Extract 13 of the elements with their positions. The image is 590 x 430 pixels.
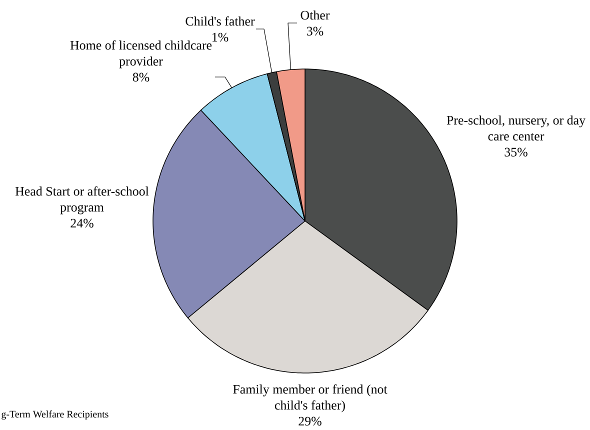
slice-label: Child's father (186, 16, 255, 26)
slice-label: Family member or friend (not child's father) (233, 384, 388, 412)
text: g-Term Welfare Recipients (2, 410, 108, 420)
data-label: 24% (70, 218, 94, 228)
slice-label: Other (300, 10, 330, 20)
data-label: 35% (504, 148, 528, 157)
slice-label: Pre-school, nursery, or day care center (446, 115, 586, 141)
slice-label: Home of licensed childcare provider (70, 40, 212, 68)
data-label: 29% (298, 416, 322, 426)
data-label: 3% (307, 26, 324, 36)
data-label: 1% (212, 32, 228, 42)
data-label: 8% (132, 72, 150, 82)
slice-label: Head Start or after-school program (15, 186, 149, 214)
